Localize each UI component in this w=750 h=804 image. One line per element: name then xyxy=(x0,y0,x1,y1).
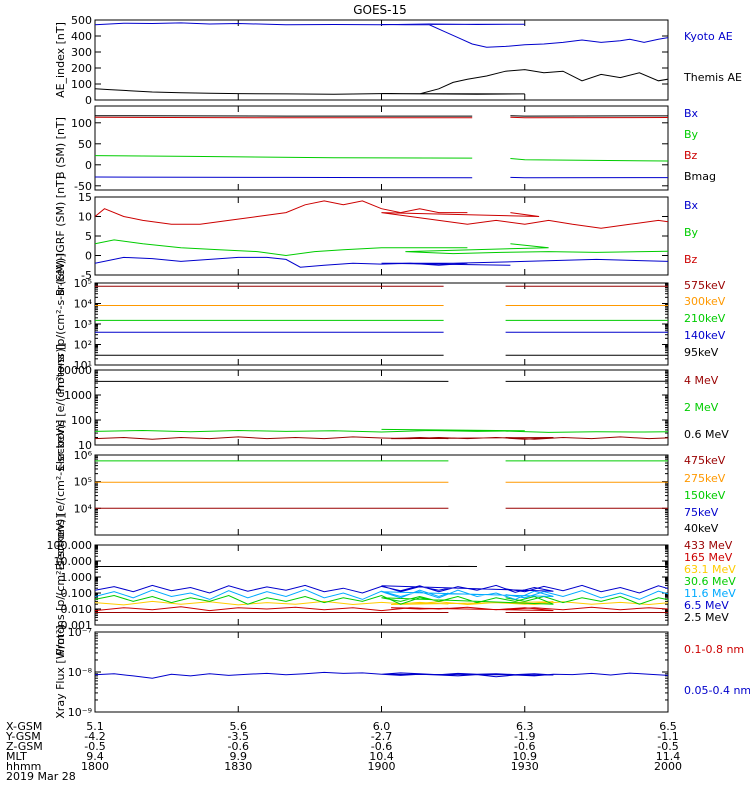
y-tick-label: 10³ xyxy=(74,318,92,331)
y-tick-label: 50 xyxy=(78,138,92,151)
legend-95kev: 95keV xyxy=(684,346,719,359)
legend-0-05-0-4-nm: 0.05-0.4 nm xyxy=(684,684,750,697)
y-tick-label: 10⁻⁸ xyxy=(68,666,93,679)
series-0-05-0-4-nm-line xyxy=(95,672,750,678)
series-2-mev-line xyxy=(95,429,525,432)
x-tick-label-label: 1900 xyxy=(368,760,396,773)
legend-kyoto-ae: Kyoto AE xyxy=(684,30,733,43)
legend-bz: Bz xyxy=(684,253,698,266)
y-tick-label: 10⁶ xyxy=(74,449,93,462)
panel-frame xyxy=(95,632,668,712)
series-11-6-mev-line xyxy=(95,590,553,600)
y-axis-label: Xray Flux [W/m²] xyxy=(54,625,67,718)
y-tick-label: 0 xyxy=(85,94,92,107)
y-axis-label: B (SM) [nT] xyxy=(54,117,67,179)
legend-by: By xyxy=(684,226,699,239)
series-bx-line xyxy=(95,177,472,178)
panel-frame xyxy=(95,20,668,100)
legend-475kev: 475keV xyxy=(684,454,726,467)
series-165-mev-line xyxy=(95,607,553,611)
series-6-5-mev-line xyxy=(95,585,553,593)
y-tick-label: 10⁴ xyxy=(74,502,93,515)
y-tick-label: 10 xyxy=(78,211,92,224)
panel-1: 0 100 200 300 400 500 AE_index [nT] Kyoto AE The… xyxy=(54,14,750,107)
y-tick-label: 5 xyxy=(85,230,92,243)
legend-40kev: 40keV xyxy=(684,522,719,535)
series-bz-line xyxy=(95,201,467,224)
legend-0-6-mev: 0.6 MeV xyxy=(684,428,729,441)
series-bx-line xyxy=(95,257,467,267)
legend-210kev: 210keV xyxy=(684,312,726,325)
y-tick-label: 300 xyxy=(71,46,92,59)
chart-title: GOES-15 xyxy=(353,3,407,17)
x-tick-label-label: 1930 xyxy=(511,760,539,773)
y-tick-label: 100 xyxy=(71,78,92,91)
legend-150kev: 150keV xyxy=(684,489,726,502)
series-by-line xyxy=(510,159,750,162)
x-tick-label-label: 1800 xyxy=(81,760,109,773)
x-tick-label-label: 1830 xyxy=(224,760,252,773)
y-tick-label: 10⁻⁷ xyxy=(68,626,92,639)
legend-275kev: 275keV xyxy=(684,472,726,485)
y-tick-label: 200 xyxy=(71,62,92,75)
y-tick-label: 10⁵ xyxy=(74,476,92,489)
legend-575kev: 575keV xyxy=(684,279,726,292)
legend-by: By xyxy=(684,128,699,141)
y-tick-label: 10⁵ xyxy=(74,277,92,290)
legend-75kev: 75keV xyxy=(684,506,719,519)
y-tick-label: 100 xyxy=(71,414,92,427)
y-tick-label: 400 xyxy=(71,30,92,43)
y-tick-label: 10⁴ xyxy=(74,298,93,311)
y-tick-label: 0 xyxy=(85,250,92,263)
series-themis-ae-line xyxy=(95,62,750,95)
series-kyoto-ae-line xyxy=(95,23,750,47)
series-by-line xyxy=(95,156,472,159)
legend-themis-ae: Themis AE xyxy=(683,71,742,84)
panel-frame xyxy=(95,283,668,365)
legend-300kev: 300keV xyxy=(684,295,726,308)
series-bz-line xyxy=(95,117,472,118)
legend-4-mev: 4 MeV xyxy=(684,374,719,387)
panel-frame xyxy=(95,455,668,535)
y-tick-label: 500 xyxy=(71,14,92,27)
y-tick-label: 0 xyxy=(85,159,92,172)
legend-bmag: Bmag xyxy=(684,170,716,183)
legend-bx: Bx xyxy=(684,199,699,212)
date-label: 2019 Mar 28 xyxy=(6,770,76,783)
panel-7: 0.0010.0100.1001.00010.000100.000Protons… xyxy=(47,514,750,655)
legend-140kev: 140keV xyxy=(684,329,726,342)
y-tick-label: 15 xyxy=(78,191,92,204)
series-4-mev-line xyxy=(95,437,553,439)
y-tick-label: 100 xyxy=(71,117,92,130)
series-bz-line xyxy=(510,117,750,118)
legend-0-1-0-8-nm: 0.1-0.8 nm xyxy=(684,643,744,656)
legend-bx: Bx xyxy=(684,107,699,120)
legend-bz: Bz xyxy=(684,149,698,162)
y-tick-label: 1000 xyxy=(64,389,92,402)
y-axis-label: AE_index [nT] xyxy=(54,22,67,98)
legend-2-5-mev: 2.5 MeV xyxy=(684,611,729,624)
series-by-line xyxy=(95,240,467,256)
y-tick-label: 10² xyxy=(74,339,92,352)
y-tick-label: 10⁻⁹ xyxy=(68,706,92,719)
x-tick-label-label: 2000 xyxy=(654,760,682,773)
series-by-line xyxy=(405,244,750,254)
legend-2-mev: 2 MeV xyxy=(684,401,719,414)
